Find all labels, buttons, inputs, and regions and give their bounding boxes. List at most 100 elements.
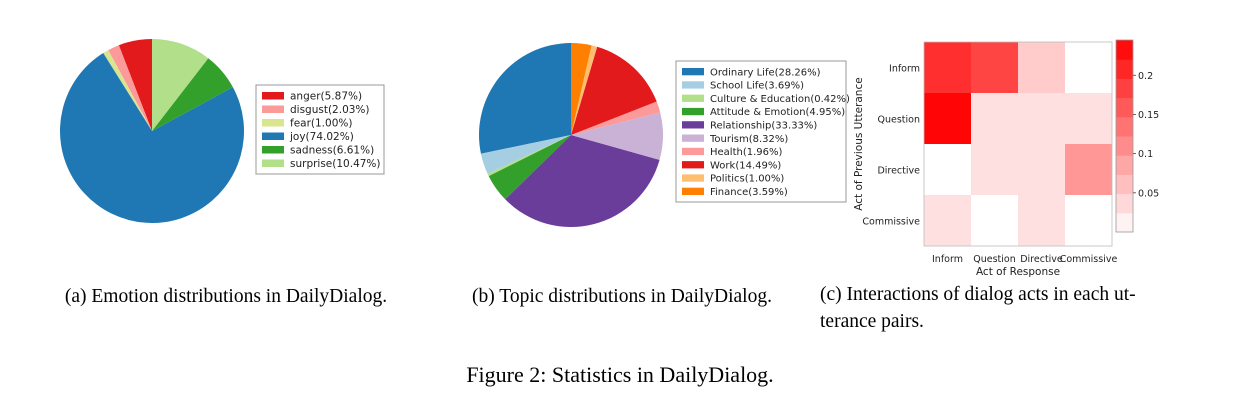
heatmap-cell-3-1 xyxy=(971,195,1018,246)
colorbar-tick-label-3: 0.2 xyxy=(1138,71,1153,82)
heatmap-cell-2-1 xyxy=(971,144,1018,195)
colorbar-step-5 xyxy=(1116,116,1133,137)
emotion-legend-label-2: fear(1.00%) xyxy=(290,118,352,130)
topic-slice-7 xyxy=(571,46,657,135)
topic-legend-swatch-3 xyxy=(682,107,704,116)
emotion-legend-label-3: joy(74.02%) xyxy=(289,131,354,143)
heatmap-col-label-0: Inform xyxy=(932,254,963,265)
emotion-legend-swatch-2 xyxy=(262,119,284,127)
topic-slice-2 xyxy=(487,135,571,177)
emotion-slice-1 xyxy=(108,45,152,131)
topic-legend-label-5: Tourism(8.32%) xyxy=(709,134,788,145)
topic-slice-8 xyxy=(571,45,598,135)
colorbar-tick-label-0: 0.05 xyxy=(1138,188,1159,199)
emotion-slice-2 xyxy=(103,50,152,131)
topic-legend-swatch-6 xyxy=(682,147,704,156)
topic-legend-swatch-9 xyxy=(682,187,704,195)
colorbar-step-8 xyxy=(1116,59,1133,79)
emotion-slice-3 xyxy=(59,53,244,223)
figure-caption: Figure 2: Statistics in DailyDialog. xyxy=(466,362,773,387)
topic-legend-swatch-8 xyxy=(682,174,704,182)
topic-legend-swatch-4 xyxy=(682,121,704,129)
topic-legend-label-8: Politics(1.00%) xyxy=(710,174,784,185)
heatmap-row-label-0: Inform xyxy=(889,64,920,75)
subcaption-b: (b) Topic distributions in DailyDialog. xyxy=(472,286,772,307)
heatmap-frame xyxy=(923,41,1113,247)
heatmap-cell-0-1 xyxy=(971,42,1018,93)
heatmap-cell-0-2 xyxy=(1018,42,1065,93)
colorbar-step-1 xyxy=(1116,193,1133,214)
heatmap-xlabel: Act of Response xyxy=(976,266,1060,278)
colorbar-step-2 xyxy=(1116,174,1133,195)
topic-legend-frame xyxy=(675,60,847,203)
emotion-legend-swatch-3 xyxy=(262,132,284,140)
topic-legend-swatch-1 xyxy=(682,81,704,89)
topic-legend-label-6: Health(1.96%) xyxy=(710,147,783,158)
colorbar-step-7 xyxy=(1116,78,1133,99)
emotion-legend-label-1: disgust(2.03%) xyxy=(290,104,370,116)
topic-slice-9 xyxy=(571,43,592,135)
topic-legend-label-7: Work(14.49%) xyxy=(710,160,781,171)
topic-slice-5 xyxy=(571,112,663,160)
colorbar-tick-label-1: 0.1 xyxy=(1138,149,1153,160)
heatmap-cell-2-2 xyxy=(1018,144,1065,195)
emotion-legend-label-5: surprise(10.47%) xyxy=(290,158,381,170)
heatmap-cell-3-3 xyxy=(1065,195,1112,246)
emotion-legend-label-0: anger(5.87%) xyxy=(290,91,362,103)
topic-slice-1 xyxy=(480,135,571,174)
heatmap-row-label-3: Commissive xyxy=(862,217,920,228)
heatmap-col-label-1: Question xyxy=(973,254,1016,265)
heatmap-cell-0-0 xyxy=(924,42,971,93)
heatmap-row-label-2: Directive xyxy=(877,166,920,177)
topic-legend-label-0: Ordinary Life(28.26%) xyxy=(710,67,821,78)
emotion-legend: anger(5.87%)disgust(2.03%) fear(1.00%)joy… xyxy=(255,84,385,175)
topic-legend-label-9: Finance(3.59%) xyxy=(710,187,788,198)
topic-legend: Ordinary Life(28.26%) School Life(3.69%) C… xyxy=(675,60,850,203)
heatmap-cell-1-3 xyxy=(1065,93,1112,144)
topic-legend-swatch-2 xyxy=(682,94,704,102)
subcaption-c-line1: (c) Interactions of dialog acts in each … xyxy=(820,284,1136,305)
emotion-slice-5 xyxy=(152,39,209,131)
emotion-legend-swatch-5 xyxy=(262,159,284,167)
emotion-slice-4 xyxy=(152,58,233,132)
heatmap-cell-3-2 xyxy=(1018,195,1065,246)
emotion-slice-0 xyxy=(118,39,152,131)
heatmap-ylabel: Act of Previous Utterance xyxy=(853,77,865,210)
heatmap-cell-2-3 xyxy=(1065,144,1112,195)
topic-legend-label-3: Attitude & Emotion(4.95%) xyxy=(710,107,845,118)
emotion-pie xyxy=(59,39,244,223)
subcaption-a: (a) Emotion distributions in DailyDialog… xyxy=(65,286,387,307)
heatmap-cell-1-1 xyxy=(971,93,1018,144)
heatmap-cell-0-3 xyxy=(1065,42,1112,93)
heatmap-col-label-2: Directive xyxy=(1020,254,1063,265)
emotion-legend-label-4: sadness(6.61%) xyxy=(290,145,374,157)
heatmap-row-label-1: Question xyxy=(878,115,921,126)
topic-legend-swatch-7 xyxy=(682,161,704,169)
topic-legend-label-1: School Life(3.69%) xyxy=(710,81,804,92)
topic-slice-4 xyxy=(505,135,660,227)
topic-legend-swatch-5 xyxy=(682,134,704,142)
heatmap-cell-1-2 xyxy=(1018,93,1065,144)
topic-legend-swatch-0 xyxy=(682,68,704,76)
heatmap-cell-1-0 xyxy=(924,93,971,144)
topic-legend-label-2: Culture & Education(0.42%) xyxy=(710,94,850,105)
colorbar-frame xyxy=(1115,39,1134,233)
colorbar-tick-label-2: 0.15 xyxy=(1138,110,1159,121)
heatmap-col-label-3: Commissive xyxy=(1060,254,1118,265)
colorbar-step-9 xyxy=(1116,40,1133,60)
topic-legend-label-4: Relationship(33.33%) xyxy=(710,121,817,132)
topic-slice-3 xyxy=(488,135,571,200)
topic-slice-0 xyxy=(478,43,571,154)
emotion-legend-swatch-0 xyxy=(262,92,284,100)
topic-slice-6 xyxy=(571,101,661,135)
emotion-legend-frame xyxy=(255,84,385,175)
emotion-legend-swatch-1 xyxy=(262,105,284,113)
colorbar-step-4 xyxy=(1116,136,1133,156)
colorbar-step-3 xyxy=(1116,155,1133,175)
heatmap-cell-2-0 xyxy=(924,144,971,195)
subcaption-c-line2: terance pairs. xyxy=(820,311,924,332)
colorbar-step-6 xyxy=(1116,97,1133,118)
heatmap-cell-3-0 xyxy=(924,195,971,246)
